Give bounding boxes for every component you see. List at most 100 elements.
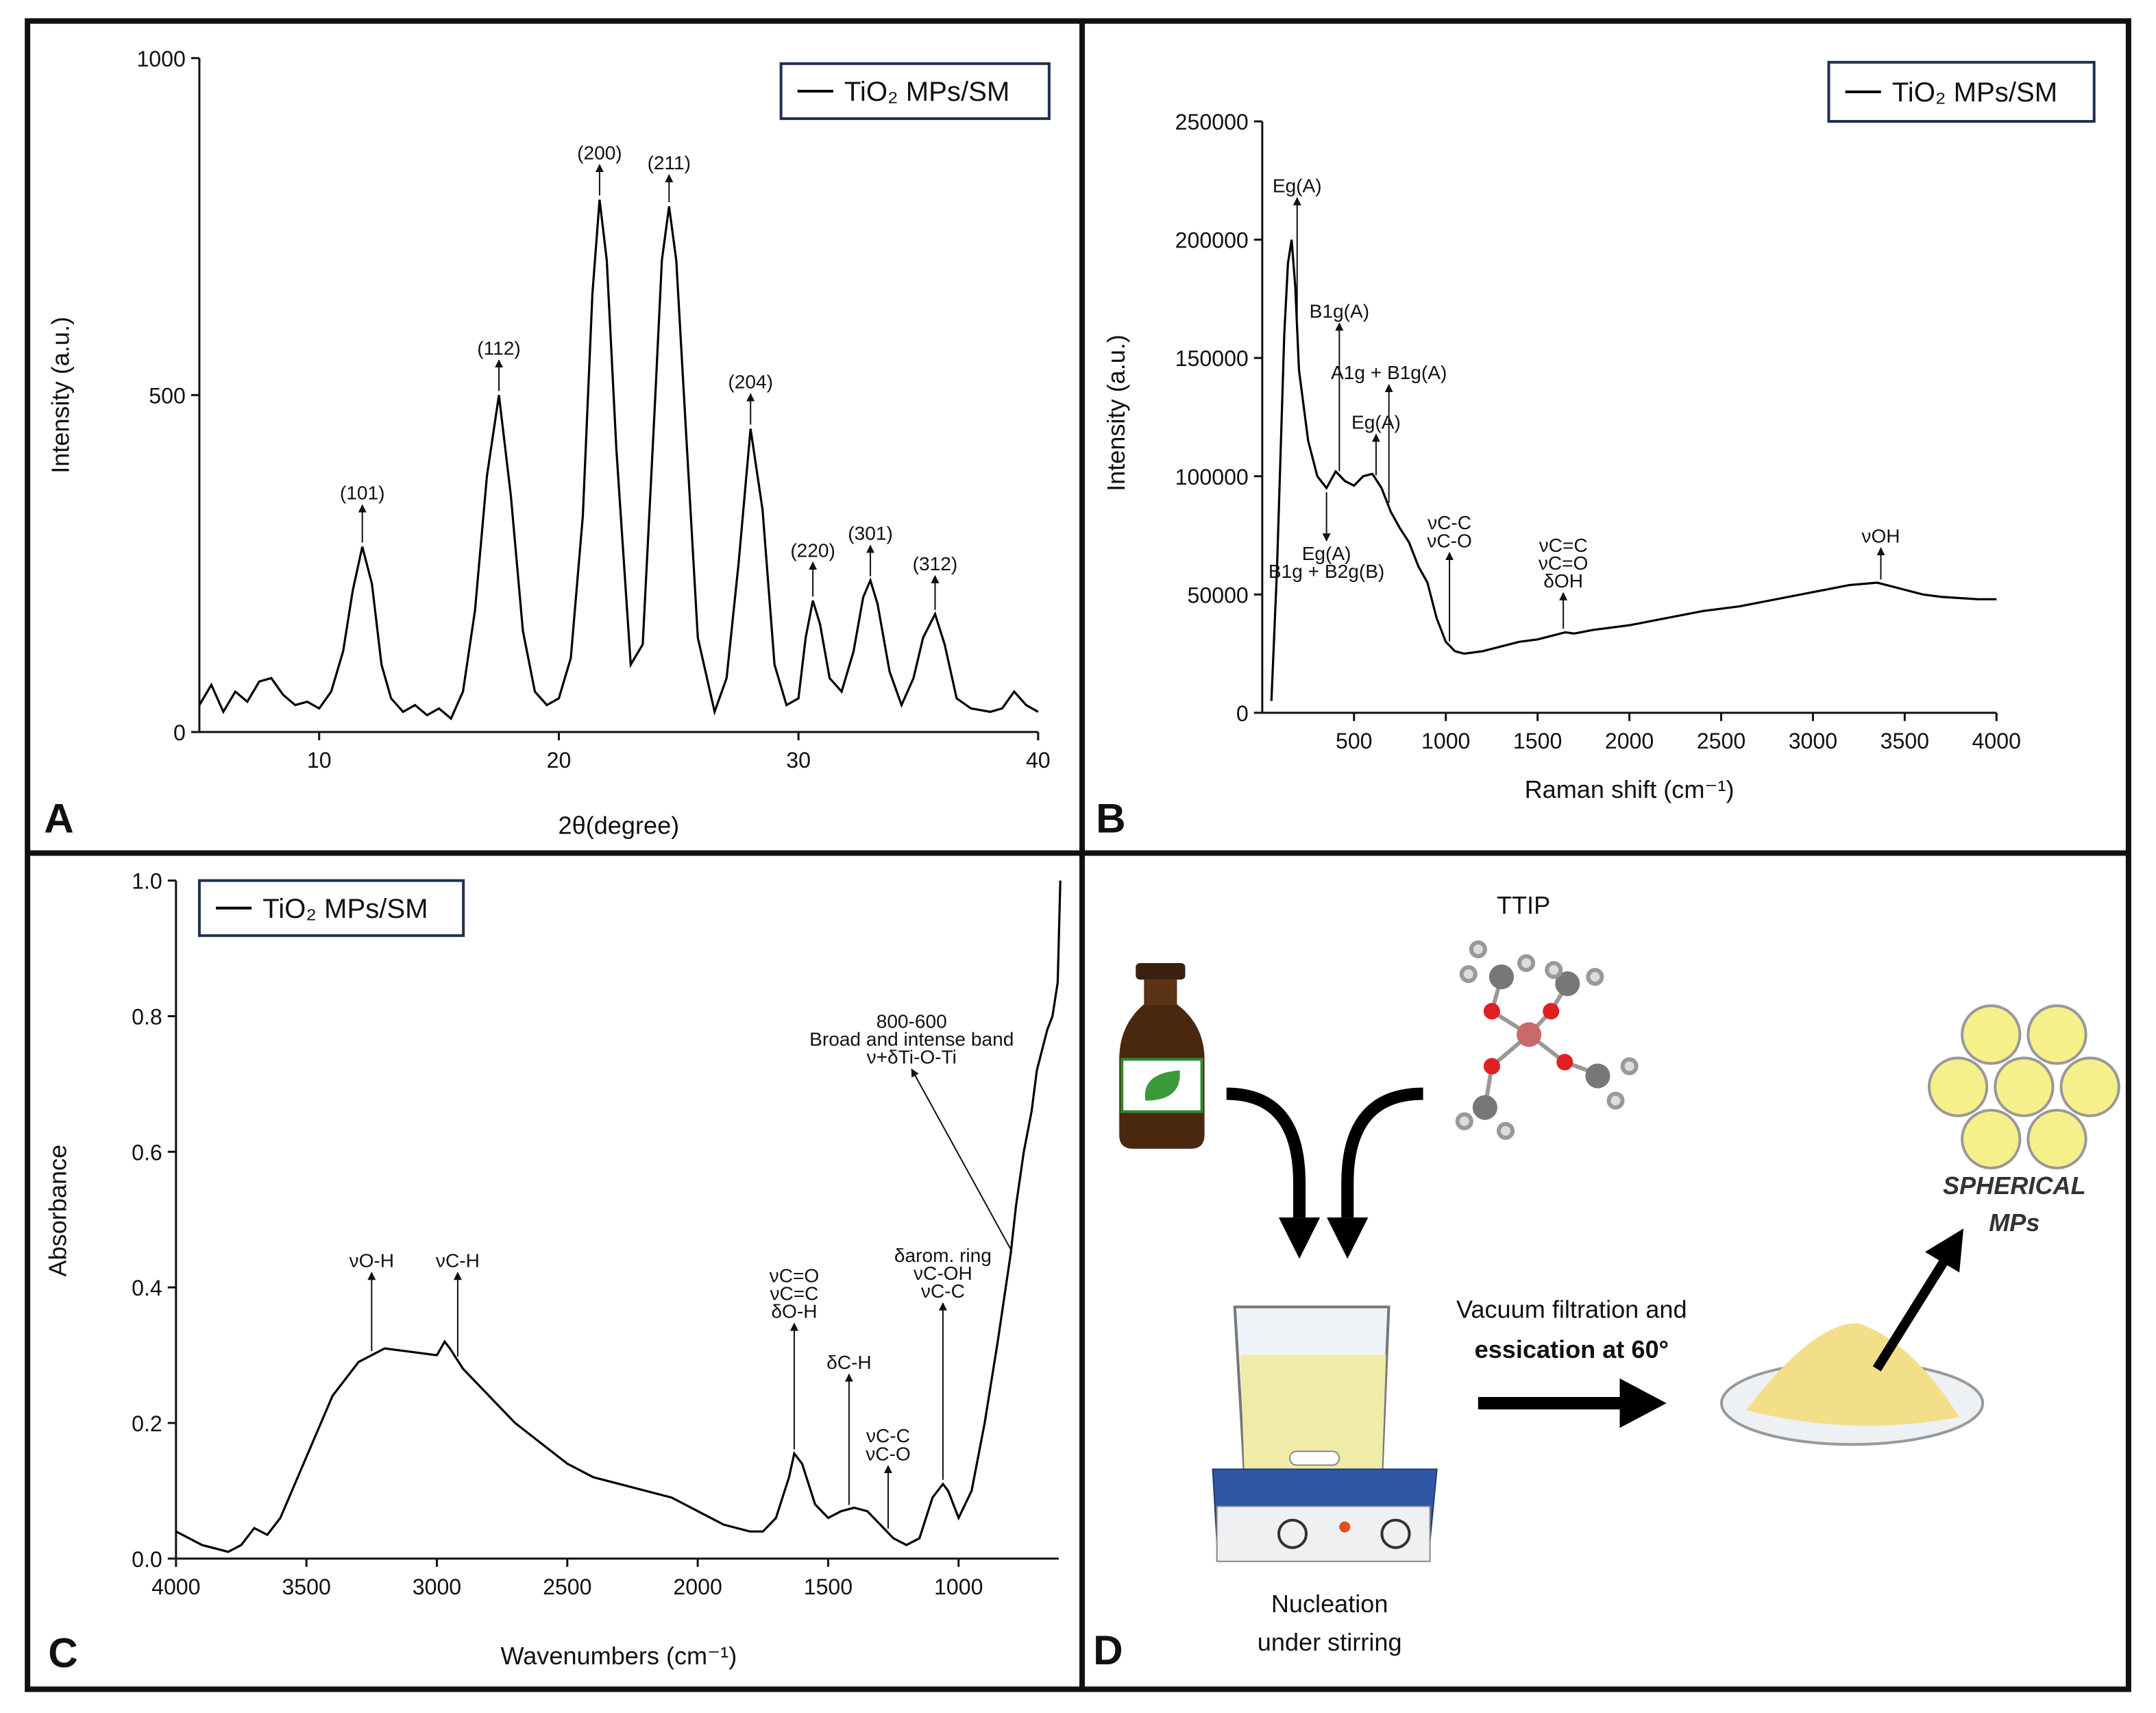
annotation: νC=C xyxy=(770,1283,818,1304)
annotation: Eg(A) xyxy=(1273,175,1322,197)
annotation: δO-H xyxy=(771,1301,817,1322)
arrow xyxy=(1924,1228,1964,1273)
annotation: νC-H xyxy=(436,1250,480,1271)
y-tick-label: 0.0 xyxy=(132,1547,162,1572)
y-axis-label: Absorbance xyxy=(43,1145,71,1277)
x-axis-label: Raman shift (cm⁻¹) xyxy=(1525,775,1735,803)
annotation: δOH xyxy=(1543,570,1583,592)
data-line xyxy=(198,199,1039,720)
annotation: νC=O xyxy=(1539,552,1589,574)
annotation: νC-C xyxy=(921,1280,965,1302)
petri-dish xyxy=(1719,1323,1985,1446)
y-tick-label: 0.6 xyxy=(132,1140,162,1165)
y-axis-label: Intensity (a.u.) xyxy=(46,317,74,474)
annotation: νC-O xyxy=(866,1443,911,1464)
beaker xyxy=(1212,1305,1438,1562)
annotation: (301) xyxy=(848,523,893,544)
bottle xyxy=(1119,962,1205,1149)
step-label: Nucleation xyxy=(1271,1590,1388,1618)
annotation: δarom. ring xyxy=(894,1245,992,1266)
annotation: B1g(A) xyxy=(1310,301,1369,322)
x-tick-label: 3000 xyxy=(413,1575,461,1599)
y-tick-label: 500 xyxy=(149,383,186,408)
panel-label: B xyxy=(1096,795,1125,841)
x-tick-label: 4000 xyxy=(1972,729,2021,753)
arrow xyxy=(1278,1217,1321,1259)
annotation: νC-C xyxy=(866,1425,910,1446)
y-tick-label: 0.4 xyxy=(132,1276,162,1300)
x-tick-label: 1500 xyxy=(804,1575,853,1599)
x-tick-label: 3000 xyxy=(1789,729,1837,753)
panel-label: A xyxy=(44,795,73,841)
annotation: Broad and intense band xyxy=(809,1029,1014,1050)
arrow xyxy=(1226,1087,1306,1218)
arrow xyxy=(1341,1087,1423,1218)
annotation: 800-600 xyxy=(877,1011,947,1032)
annotation: (101) xyxy=(340,483,385,504)
annotation: νC-C xyxy=(1428,512,1471,533)
panel-label: D xyxy=(1093,1627,1123,1673)
annotation: (220) xyxy=(790,539,835,561)
annotation: ν+δTi-O-Ti xyxy=(867,1047,957,1068)
annotation: νO-H xyxy=(350,1250,395,1271)
annotation: νC=C xyxy=(1539,535,1588,556)
y-tick-label: 200000 xyxy=(1175,228,1249,253)
x-axis-label: 2θ(degree) xyxy=(559,811,680,839)
x-tick-label: 1000 xyxy=(1421,729,1470,753)
legend-label: TiO₂ MPs/SM xyxy=(262,893,428,924)
x-axis-label: Wavenumbers (cm⁻¹) xyxy=(500,1642,737,1670)
x-tick-label: 30 xyxy=(786,748,811,773)
annotation: (312) xyxy=(913,553,958,574)
data-line xyxy=(175,880,1062,1553)
spheres xyxy=(1927,1004,2120,1169)
annotation: Eg(A) xyxy=(1351,412,1401,433)
panel-label: C xyxy=(48,1630,77,1676)
y-tick-label: 1.0 xyxy=(132,869,162,894)
annotation: (211) xyxy=(648,152,691,173)
annotation-arrow xyxy=(911,1068,1012,1250)
step-label: Vacuum filtration and xyxy=(1456,1296,1687,1324)
annotation: νC-O xyxy=(1427,530,1472,551)
y-tick-label: 0.2 xyxy=(132,1411,162,1436)
x-tick-label: 40 xyxy=(1026,748,1051,773)
arrow xyxy=(1872,1256,1950,1372)
annotation: (200) xyxy=(577,142,622,163)
product-label: MPs xyxy=(1989,1208,2039,1237)
annotation: Eg(A) xyxy=(1302,543,1351,564)
legend-label: TiO₂ MPs/SM xyxy=(1892,77,2057,108)
annotation: A1g + B1g(A) xyxy=(1331,362,1447,383)
step-label: essication at 60° xyxy=(1475,1335,1669,1363)
y-tick-label: 250000 xyxy=(1175,110,1249,134)
x-tick-label: 20 xyxy=(547,748,572,773)
arrow xyxy=(1327,1217,1369,1259)
x-tick-label: 4000 xyxy=(151,1575,200,1599)
legend-label: TiO₂ MPs/SM xyxy=(844,76,1009,107)
annotation: (112) xyxy=(477,337,520,359)
x-tick-label: 2500 xyxy=(543,1575,591,1599)
y-tick-label: 150000 xyxy=(1175,346,1249,371)
step-label: under stirring xyxy=(1258,1628,1402,1656)
annotation: νC-OH xyxy=(914,1263,972,1284)
data-line xyxy=(1270,239,1997,701)
annotation: νOH xyxy=(1861,525,1900,546)
scheme: D TTIP xyxy=(1093,891,2120,1673)
y-tick-label: 0 xyxy=(173,720,186,745)
product-label: SPHERICAL xyxy=(1943,1171,2086,1200)
x-tick-label: 2000 xyxy=(1605,729,1654,753)
arrow xyxy=(1619,1378,1667,1429)
x-tick-label: 3500 xyxy=(282,1575,330,1599)
y-tick-label: 0.8 xyxy=(132,1004,162,1029)
x-tick-label: 500 xyxy=(1336,729,1373,753)
molecule xyxy=(1455,940,1639,1140)
x-tick-label: 2000 xyxy=(673,1575,722,1599)
x-tick-label: 10 xyxy=(307,748,332,773)
y-axis-label: Intensity (a.u.) xyxy=(1102,335,1130,491)
y-tick-label: 0 xyxy=(1236,701,1249,726)
annotation: νC=O xyxy=(770,1265,820,1286)
reagent-label: TTIP xyxy=(1497,891,1550,919)
annotation: (204) xyxy=(728,372,773,393)
x-tick-label: 1500 xyxy=(1513,729,1562,753)
x-tick-label: 2500 xyxy=(1697,729,1745,753)
x-tick-label: 1000 xyxy=(934,1575,983,1599)
